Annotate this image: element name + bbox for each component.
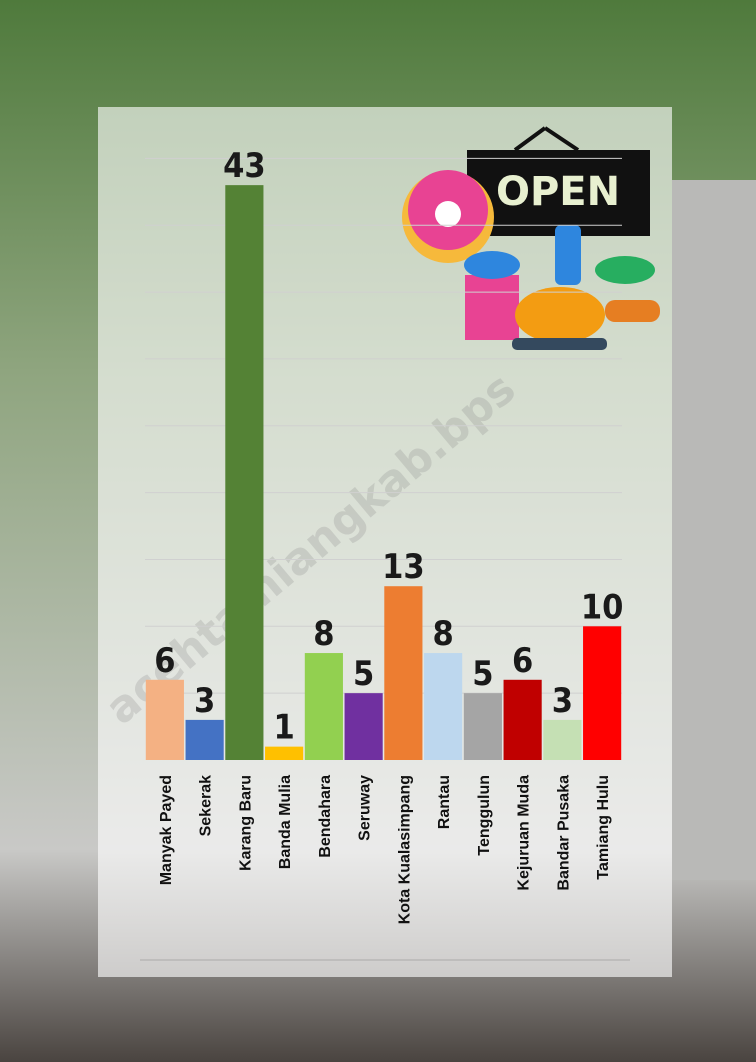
x-tick-label: Seruway bbox=[357, 775, 374, 841]
sign-text: OPEN bbox=[496, 169, 620, 215]
value-label: 5 bbox=[472, 654, 493, 694]
chart-panel bbox=[98, 107, 672, 977]
value-label: 43 bbox=[223, 146, 266, 186]
x-tick-label: Tenggulun bbox=[476, 775, 493, 856]
x-tick-label: Bandar Pusaka bbox=[555, 775, 572, 891]
x-tick-label: Kota Kualasimpang bbox=[396, 775, 413, 924]
bar bbox=[503, 679, 542, 760]
x-tick-label: Manyak Payed bbox=[158, 775, 175, 885]
value-label: 8 bbox=[313, 614, 334, 654]
bar bbox=[265, 746, 304, 760]
value-label: 5 bbox=[353, 654, 374, 694]
value-label: 6 bbox=[154, 641, 175, 681]
bar bbox=[384, 586, 423, 760]
bar bbox=[304, 653, 343, 760]
open-sign bbox=[467, 150, 650, 236]
bar bbox=[543, 719, 582, 760]
wall bbox=[672, 180, 756, 880]
x-tick-label: Bendahara bbox=[317, 775, 334, 858]
value-label: 10 bbox=[581, 587, 624, 627]
bar bbox=[185, 719, 224, 760]
bar bbox=[463, 693, 502, 760]
bar bbox=[344, 693, 383, 760]
x-tick-label: Kejuruan Muda bbox=[516, 775, 533, 891]
x-tick-label: Karang Baru bbox=[237, 775, 254, 871]
value-label: 3 bbox=[194, 681, 215, 721]
food-icons: OPEN bbox=[402, 126, 660, 350]
value-label: 6 bbox=[512, 641, 533, 681]
bar bbox=[424, 653, 463, 760]
value-label: 3 bbox=[552, 681, 573, 721]
value-label: 1 bbox=[273, 708, 294, 748]
bar bbox=[583, 626, 622, 760]
bar bbox=[225, 185, 264, 761]
x-tick-label: Rantau bbox=[436, 775, 453, 829]
x-tick-label: Sekerak bbox=[198, 775, 215, 836]
x-tick-label: Tamiang Hulu bbox=[595, 775, 612, 880]
bar bbox=[145, 679, 184, 760]
value-label: 13 bbox=[382, 547, 425, 587]
value-label: 8 bbox=[432, 614, 453, 654]
x-tick-label: Banda Mulia bbox=[277, 775, 294, 869]
